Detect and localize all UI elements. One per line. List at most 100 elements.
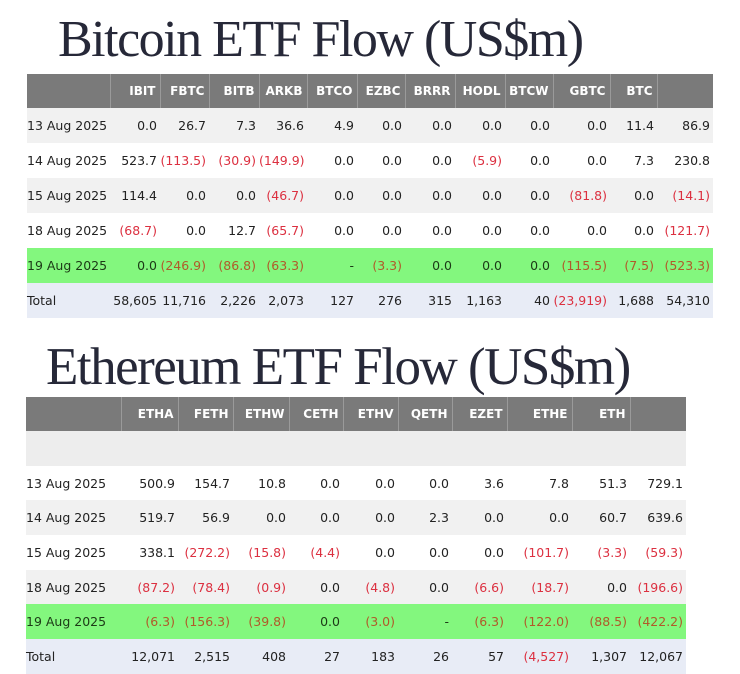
column-header-ethw: ETHW <box>233 397 290 431</box>
column-header-bitb: BITB <box>209 74 260 108</box>
table-cell: 0.0 <box>334 223 354 238</box>
table-cell: (113.5) <box>160 153 206 168</box>
table-cell: 0.0 <box>432 118 452 133</box>
table-cell: (14.1) <box>672 188 710 203</box>
table-cell: (4.8) <box>365 579 395 595</box>
table-header-row: ETHA FETH ETHW CETH ETHV QETH EZET ETHE … <box>26 397 686 431</box>
table-cell: 0.0 <box>137 258 157 273</box>
table-cell: 58,605 <box>113 293 157 308</box>
column-header-ethe: ETHE <box>507 397 573 431</box>
table-cell: (6.6) <box>474 579 504 595</box>
table-cell: (63.3) <box>266 258 304 273</box>
table-row: 15 Aug 2025 114.4 0.0 0.0 (46.7) 0.0 0.0 0.0 0.0… <box>27 178 713 213</box>
column-header-date <box>26 397 122 431</box>
table-cell: (121.7) <box>664 223 710 238</box>
table-cell: 0.0 <box>429 544 449 560</box>
row-label: Total <box>27 293 57 308</box>
table-cell: 0.0 <box>266 510 286 526</box>
table-cell: 0.0 <box>320 614 340 630</box>
table-row: 13 Aug 2025 500.9 154.7 10.8 0.0 0.0 0.0 3.6 7.8… <box>26 465 686 501</box>
table-cell: (59.3) <box>645 544 683 560</box>
table-cell: 183 <box>371 648 395 664</box>
column-header-ezet: EZET <box>452 397 508 431</box>
table-cell: 2,073 <box>268 293 304 308</box>
table-cell: 0.0 <box>484 544 504 560</box>
table-cell: 729.1 <box>647 475 683 491</box>
table-cell: 1,163 <box>466 293 502 308</box>
bitcoin-table-body: 13 Aug 2025 0.0 26.7 7.3 36.6 4.9 0.0 0.0 0.0 0.0… <box>27 108 713 318</box>
table-cell: (3.0) <box>365 614 395 630</box>
table-cell: 0.0 <box>375 510 395 526</box>
table-cell: 338.1 <box>139 544 175 560</box>
table-cell: 0.0 <box>530 223 550 238</box>
column-header-eth: ETH <box>572 397 631 431</box>
table-cell: 0.0 <box>530 153 550 168</box>
table-cell: - <box>444 614 449 630</box>
table-cell: (88.5) <box>589 614 627 630</box>
table-cell: 57 <box>488 648 504 664</box>
table-cell: 0.0 <box>482 258 502 273</box>
table-cell: 0.0 <box>432 153 452 168</box>
column-header-date <box>27 74 111 108</box>
table-cell: 0.0 <box>432 258 452 273</box>
table-cell: 36.6 <box>276 118 304 133</box>
table-cell: 0.0 <box>137 118 157 133</box>
table-cell: 0.0 <box>320 510 340 526</box>
table-cell: (4,527) <box>523 648 569 664</box>
table-cell: (422.2) <box>637 614 683 630</box>
header-spacer <box>26 431 686 466</box>
table-cell: (5.9) <box>472 153 502 168</box>
column-header-arkb: ARKB <box>259 74 308 108</box>
table-cell: 0.0 <box>186 188 206 203</box>
table-cell: 7.8 <box>549 475 569 491</box>
row-label: 18 Aug 2025 <box>27 223 108 238</box>
bitcoin-etf-flow-title: Bitcoin ETF Flow (US$m) <box>58 11 584 68</box>
table-cell: 0.0 <box>482 188 502 203</box>
table-cell: 127 <box>330 293 354 308</box>
row-label: Total <box>26 648 56 664</box>
table-cell: 0.0 <box>375 475 395 491</box>
table-cell: 2,515 <box>194 648 230 664</box>
column-header-ezbc: EZBC <box>357 74 406 108</box>
table-cell: (81.8) <box>569 188 607 203</box>
table-cell: 40 <box>534 293 550 308</box>
column-header-feth: FETH <box>178 397 234 431</box>
table-cell: (272.2) <box>184 544 230 560</box>
ethereum-etf-flow-table: ETHA FETH ETHW CETH ETHV QETH EZET ETHE … <box>26 397 686 674</box>
highlighted-row: 19 Aug 2025 0.0 (246.9) (86.8) (63.3) - (3.3) 0… <box>27 248 713 283</box>
table-cell: 0.0 <box>587 118 607 133</box>
row-label: 13 Aug 2025 <box>27 118 108 133</box>
table-cell: 54,310 <box>666 293 710 308</box>
column-header-etha: ETHA <box>121 397 179 431</box>
table-cell: 523.7 <box>121 153 157 168</box>
table-cell: (4.4) <box>310 544 340 560</box>
table-cell: 11,716 <box>162 293 206 308</box>
table-cell: 0.0 <box>334 153 354 168</box>
table-cell: 0.0 <box>334 188 354 203</box>
table-cell: 4.9 <box>334 118 354 133</box>
table-cell: 154.7 <box>194 475 230 491</box>
table-cell: 12,071 <box>131 648 175 664</box>
table-row: 14 Aug 2025 519.7 56.9 0.0 0.0 0.0 2.3 0.0 0.0 60… <box>26 500 686 536</box>
table-cell: 11.4 <box>626 118 654 133</box>
table-cell: 51.3 <box>599 475 627 491</box>
table-cell: 0.0 <box>634 188 654 203</box>
table-cell: (87.2) <box>137 579 175 595</box>
row-label: 13 Aug 2025 <box>26 475 107 491</box>
table-cell: 26 <box>433 648 449 664</box>
table-cell: 0.0 <box>432 188 452 203</box>
row-label: 14 Aug 2025 <box>27 153 108 168</box>
table-header-row: IBIT FBTC BITB ARKB BTCO EZBC BRRR HODL … <box>27 74 713 108</box>
column-header-btcw: BTCW <box>505 74 554 108</box>
column-header-total <box>657 74 713 108</box>
table-cell: (46.7) <box>266 188 304 203</box>
table-cell: 0.0 <box>432 223 452 238</box>
table-cell: (101.7) <box>523 544 569 560</box>
table-cell: (156.3) <box>184 614 230 630</box>
table-cell: 0.0 <box>549 510 569 526</box>
table-cell: 0.0 <box>429 579 449 595</box>
table-cell: 1,307 <box>591 648 627 664</box>
table-cell: (7.5) <box>624 258 654 273</box>
table-cell: 315 <box>428 293 452 308</box>
table-cell: (122.0) <box>523 614 569 630</box>
